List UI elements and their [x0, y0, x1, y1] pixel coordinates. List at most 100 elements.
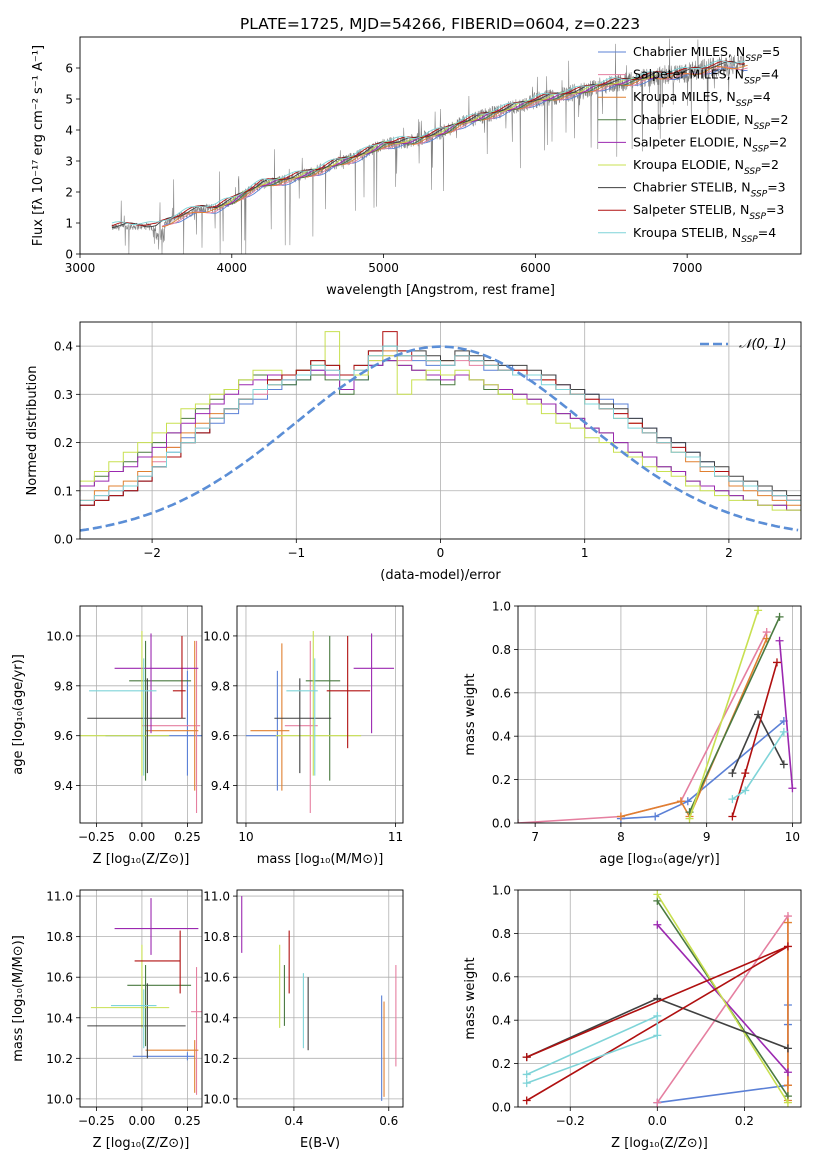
weight_vs_age-marker-chabrier-stelib — [779, 760, 788, 769]
weight_vs_age-marker-kroupa-stelib — [741, 786, 750, 795]
weight_vs_Z-marker-kroupa-stelib — [653, 1031, 662, 1040]
weight_vs_age-marker-chabrier-miles — [651, 812, 660, 821]
mass_vs_EBV-xtick-label: 0.6 — [379, 1114, 398, 1128]
mass_vs_Z-ytick-label: 10.2 — [46, 1052, 73, 1066]
weight_vs_Z-ytick-label: 0.0 — [492, 1101, 511, 1115]
mass_vs_EBV-ytick-label: 10.2 — [203, 1052, 230, 1066]
spectrum-xtick-label: 3000 — [65, 261, 96, 275]
weight_vs_age-xtick-label: 8 — [617, 830, 625, 844]
weight_vs_age-line-chabrier-miles — [620, 720, 785, 820]
legend-label-salpeter-stelib-n-ssp-3: Salpeter STELIB, NSSP=3 — [633, 202, 784, 222]
mass_vs_Z-xtick-label: 0.25 — [174, 1114, 201, 1128]
residuals-ytick-label: 0.1 — [54, 484, 73, 498]
residuals-xlabel: (data-model)/error — [380, 568, 501, 583]
weight_vs_Z-xtick-label: −0.2 — [556, 1114, 585, 1128]
weight_vs_age-ytick-label: 0.6 — [492, 686, 511, 700]
weight_vs_age-marker-chabrier-stelib — [728, 769, 737, 778]
legend-label-salpeter-miles-n-ssp-4: Salpeter MILES, NSSP=4 — [633, 67, 779, 87]
weight_vs_Z-marker-salpeter-miles — [653, 1098, 662, 1107]
age_vs_Z-frame — [79, 605, 203, 824]
weight_vs_age-xtick-label: 10 — [785, 830, 800, 844]
weight_vs_age-frame — [517, 605, 802, 824]
age_vs_mass-ytick-label: 10.0 — [203, 629, 230, 643]
legend-label-chabrier-stelib-n-ssp-3: Chabrier STELIB, NSSP=3 — [633, 180, 786, 200]
spectrum-xtick-label: 4000 — [217, 261, 248, 275]
residuals-xtick-label: 0 — [437, 546, 445, 560]
spectrum-legend: Chabrier MILES, NSSP=5 Salpeter MILES, NS… — [598, 44, 788, 245]
residuals-xtick-label: −2 — [143, 546, 161, 560]
weight_vs_age-xlabel: age [log₁₀(age/yr)] — [599, 852, 720, 867]
spectrum-model-line-chabrier-miles-n-ssp-5 — [161, 66, 748, 227]
spectrum-ytick-label: 5 — [65, 93, 73, 107]
mass_vs_Z-plot-area — [80, 890, 202, 1107]
weight_vs_age-ytick-label: 0.4 — [492, 730, 511, 744]
weight_vs_age-marker-salpeter-stelib — [741, 769, 750, 778]
age_vs_Z-ytick-label: 9.4 — [54, 779, 73, 793]
residuals-xtick-label: −1 — [287, 546, 305, 560]
spectrum-xtick-label: 6000 — [520, 261, 551, 275]
residuals-axes: −2 −1 0 1 2 0.0 0.1 0.2 0.3 0.4 (data-model)/error… — [25, 321, 802, 583]
spectrum-xtick-label: 5000 — [368, 261, 399, 275]
age_vs_mass-plot-area — [237, 606, 403, 823]
weight_vs_age-marker-salpeter-elodie — [788, 784, 797, 793]
weight_vs_age-ytick-label: 0.2 — [492, 773, 511, 787]
mass_vs_EBV-frame — [236, 889, 404, 1108]
weight_vs_Z-axes: −0.2 0.0 0.2 0.0 0.2 0.4 0.6 0.8 1.0 Z [log₁₀(Z/Z… — [463, 884, 802, 1151]
age_vs_Z-ytick-label: 9.8 — [54, 679, 73, 693]
weight_vs_age-ytick-label: 1.0 — [492, 600, 511, 614]
weight_vs_Z-marker-kroupa-stelib — [653, 1011, 662, 1020]
mass_vs_EBV-plot-area — [237, 890, 403, 1107]
weight_vs_age-axes: 7 8 9 10 0.0 0.2 0.4 0.6 0.8 1.0 age [log₁₀(age/yr… — [463, 600, 802, 867]
weight_vs_Z-marker-kroupa-miles — [783, 1081, 792, 1090]
spectrum-model-line-kroupa-stelib-n-ssp-4 — [111, 60, 745, 225]
spectrum-ytick-label: 6 — [65, 62, 73, 76]
age_vs_mass-xlabel: mass [log₁₀(M/M⊙)] — [257, 852, 384, 867]
histogram-chabrier-stelib — [80, 345, 801, 511]
spectrum-ylabel: Flux [fλ 10⁻¹⁷ erg cm⁻² s⁻¹ A⁻¹] — [31, 45, 46, 246]
mass_vs_Z-ytick-label: 10.0 — [46, 1092, 73, 1106]
weight_vs_Z-ytick-label: 0.2 — [492, 1057, 511, 1071]
age_vs_Z-xlabel: Z [log₁₀(Z/Z⊙)] — [93, 852, 190, 867]
legend-label-chabrier-elodie-n-ssp-2: Chabrier ELODIE, NSSP=2 — [633, 112, 788, 132]
age_vs_Z-xtick-label: −0.25 — [78, 830, 115, 844]
residuals-xtick-label: 1 — [581, 546, 589, 560]
histogram-kroupa-stelib — [80, 345, 801, 506]
age_vs_mass-ytick-label: 9.8 — [211, 679, 230, 693]
mass_vs_EBV-ytick-label: 10.4 — [203, 1011, 230, 1025]
mass_vs_Z-ytick-label: 10.4 — [46, 1011, 73, 1025]
weight_vs_Z-ytick-label: 1.0 — [492, 884, 511, 898]
weight_vs_age-xtick-label: 7 — [531, 830, 539, 844]
age_vs_Z-xtick-label: 0.25 — [174, 830, 201, 844]
spectrum-ytick-label: 4 — [65, 124, 73, 138]
weight_vs_Z-xtick-label: 0.0 — [648, 1114, 667, 1128]
age_vs_mass-frame — [236, 605, 404, 824]
weight_vs_Z-marker-kroupa-elodie — [783, 1098, 792, 1107]
mass_vs_EBV-axes: 0.4 0.6 10.0 10.2 10.4 10.6 10.8 11.0 E(B-V) — [203, 889, 404, 1151]
mass_vs_EBV-ytick-label: 10.6 — [203, 971, 230, 985]
weight_vs_Z-xlabel: Z [log₁₀(Z/Z⊙)] — [611, 1136, 708, 1151]
weight_vs_age-marker-kroupa-stelib — [728, 795, 737, 804]
weight_vs_age-marker-kroupa-stelib — [779, 727, 788, 736]
weight_vs_age-marker-salpeter-stelib — [728, 812, 737, 821]
mass_vs_Z-axes: −0.25 0.00 0.25 10.0 10.2 10.4 10.6 10.8 11.0 Z [… — [11, 889, 203, 1151]
mass_vs_Z-ylabel: mass [log₁₀(M/M⊙)] — [11, 935, 26, 1062]
weight_vs_Z-frame — [517, 889, 802, 1108]
residuals-ytick-label: 0.3 — [54, 388, 73, 402]
residuals-plot-area — [80, 322, 801, 539]
mass_vs_EBV-ytick-label: 11.0 — [203, 890, 230, 904]
spectrum-ytick-label: 1 — [65, 217, 73, 231]
weight_vs_age-ytick-label: 0.8 — [492, 643, 511, 657]
weight_vs_Z-plot-area — [518, 890, 801, 1107]
histogram-salpeter-stelib — [80, 331, 801, 511]
spectrum-plot-area — [111, 38, 748, 254]
weight_vs_Z-ytick-label: 0.4 — [492, 1014, 511, 1028]
weight_vs_Z-ylabel: mass weight — [463, 957, 478, 1039]
mass_vs_Z-xtick-label: −0.25 — [78, 1114, 115, 1128]
spectrum-model-line-chabrier-stelib-n-ssp-3 — [111, 61, 745, 229]
age_vs_Z-axes: −0.25 0.00 0.25 9.4 9.6 9.8 10.0 Z [log₁₀(Z/Z⊙)… — [11, 605, 203, 867]
weight_vs_age-marker-chabrier-stelib — [754, 710, 763, 719]
age_vs_Z-ylabel: age [log₁₀(age/yr)] — [11, 654, 26, 775]
weight_vs_age-plot-area — [518, 606, 801, 823]
age_vs_Z-plot-area — [80, 606, 202, 823]
